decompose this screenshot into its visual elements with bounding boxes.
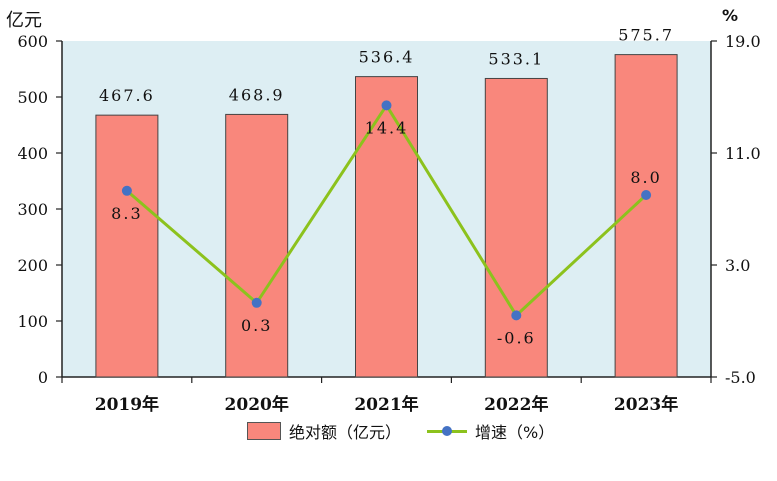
growth-value-label: -0.6 — [497, 328, 536, 347]
bar — [95, 114, 159, 378]
x-tick-label: 2019年 — [95, 394, 159, 415]
growth-value-label: 8.3 — [111, 204, 142, 223]
legend-item-bar: 绝对额（亿元） — [247, 419, 401, 443]
bar-value-label: 467.6 — [99, 86, 155, 105]
legend-label-bar: 绝对额（亿元） — [289, 423, 402, 442]
legend-swatch-line — [427, 422, 468, 440]
bar-value-label: 536.4 — [359, 48, 415, 67]
left-tick-label: 500 — [17, 88, 48, 107]
right-tick-label: 3.0 — [725, 256, 750, 275]
x-tick-label: 2022年 — [484, 394, 548, 415]
x-tick-label: 2020年 — [225, 394, 289, 415]
right-axis-unit: % — [722, 6, 739, 25]
left-tick-label: 400 — [17, 144, 48, 163]
legend-item-line: 增速（%） — [427, 419, 554, 443]
bar — [225, 113, 289, 378]
right-tick-label: 11.0 — [725, 144, 761, 163]
bar — [355, 76, 418, 378]
left-tick-label: 300 — [17, 200, 48, 219]
growth-point — [251, 297, 262, 308]
growth-value-label: 14.4 — [365, 118, 409, 137]
growth-point — [511, 310, 522, 321]
growth-value-label: 0.3 — [241, 316, 272, 335]
right-tick-label: -5.0 — [725, 368, 756, 387]
right-tick-label: 19.0 — [725, 32, 761, 51]
growth-point — [381, 100, 392, 111]
left-tick-label: 600 — [17, 32, 48, 51]
bar-value-label: 575.7 — [618, 26, 674, 45]
x-tick-label: 2021年 — [354, 394, 418, 415]
bar-value-label: 468.9 — [229, 85, 285, 104]
legend-swatch-bar — [247, 422, 281, 440]
left-axis-unit: 亿元 — [6, 10, 42, 31]
left-tick-label: 200 — [17, 256, 48, 275]
growth-point — [641, 190, 652, 200]
legend-label-line: 增速（%） — [475, 423, 555, 442]
growth-point — [121, 185, 132, 196]
legend: 绝对额（亿元） 增速（%） — [247, 419, 554, 443]
left-tick-label: 100 — [17, 312, 48, 331]
left-tick-label: 0 — [38, 368, 48, 387]
x-tick-label: 2023年 — [614, 394, 678, 415]
bar-value-label: 533.1 — [488, 49, 544, 68]
growth-value-label: 8.0 — [630, 168, 661, 187]
bar — [484, 77, 548, 378]
